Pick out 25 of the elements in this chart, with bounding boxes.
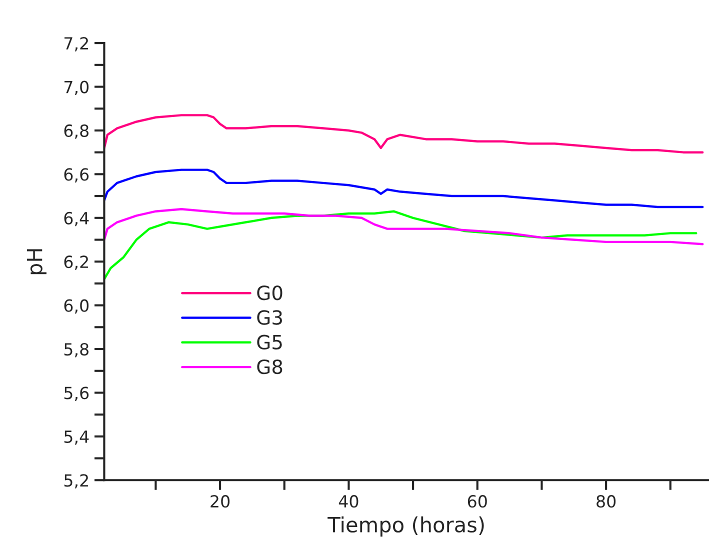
- legend-label: G3: [257, 310, 282, 325]
- y-tick-label: 6,4: [64, 212, 89, 226]
- line-series: [104, 114, 704, 154]
- y-tick-label: 6,6: [64, 168, 89, 182]
- y-tick-label: 6,2: [64, 256, 88, 270]
- x-axis-title: Tiempo (horas): [328, 516, 484, 537]
- y-tick-label: 7,2: [64, 37, 88, 52]
- legend-label: G0: [257, 285, 282, 300]
- y-tick-label: 6,8: [64, 124, 88, 139]
- y-axis-title: pH: [26, 249, 46, 274]
- legend-label: G8: [257, 359, 282, 374]
- line-series: [104, 210, 698, 280]
- x-tick-label: 40: [338, 495, 358, 508]
- x-tick-label: 20: [210, 495, 230, 508]
- x-tick-label: 60: [468, 495, 487, 508]
- y-tick-label: 5,8: [64, 342, 88, 358]
- line-series: [104, 168, 704, 208]
- x-tick-label: 80: [596, 495, 616, 508]
- y-tick-label: 5,4: [64, 430, 89, 445]
- y-tick-label: 6,0: [64, 299, 89, 314]
- y-tick-label: 7,0: [64, 80, 89, 96]
- legend-label: G5: [257, 334, 282, 350]
- y-tick-label: 5,6: [64, 386, 89, 401]
- y-tick-label: 5,2: [64, 474, 88, 488]
- line-series: [104, 208, 704, 246]
